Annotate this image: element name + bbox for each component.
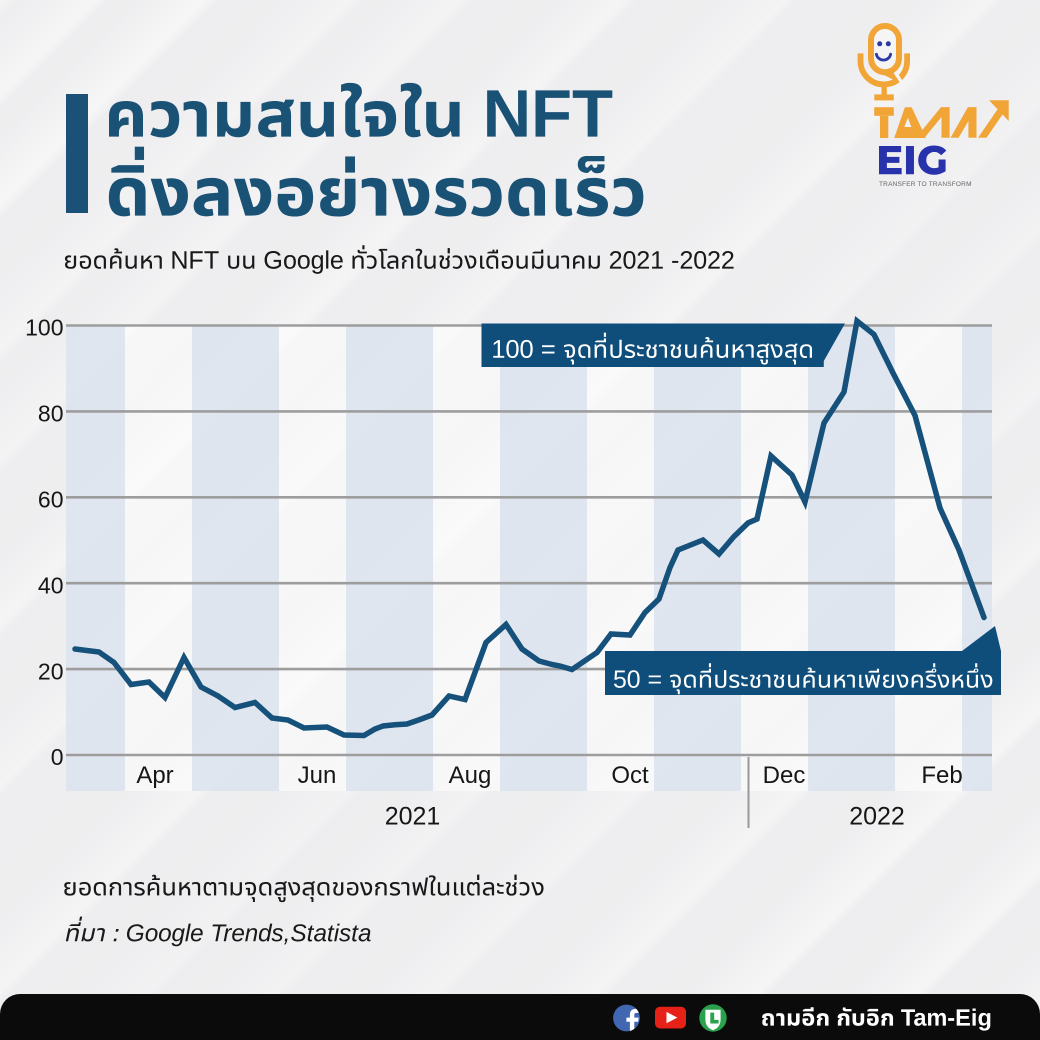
svg-text:80: 80 [38,401,64,427]
svg-text:Oct: Oct [611,762,649,789]
svg-text:40: 40 [38,572,64,598]
svg-text:Aug: Aug [449,762,492,789]
svg-text:Apr: Apr [136,762,173,789]
svg-text:20: 20 [38,658,64,684]
svg-text:60: 60 [38,487,64,513]
svg-text:0: 0 [51,744,64,770]
svg-text:Dec: Dec [763,762,806,789]
svg-text:100: 100 [25,315,63,341]
svg-text:Feb: Feb [921,762,962,789]
svg-text:Jun: Jun [298,762,337,789]
svg-text:2022: 2022 [849,803,905,831]
svg-text:2021: 2021 [385,803,441,831]
svg-text:TRANSFER TO TRANSFORM: TRANSFER TO TRANSFORM [879,181,972,188]
